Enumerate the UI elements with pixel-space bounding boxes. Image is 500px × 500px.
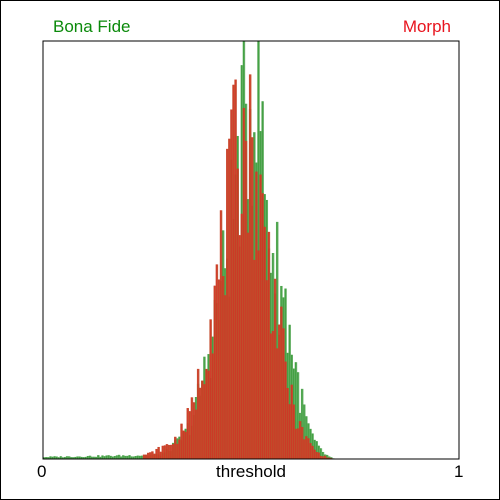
legend-bona-fide: Bona Fide <box>53 17 131 36</box>
legend-morph: Morph <box>402 17 451 36</box>
plot-area-border <box>42 40 460 460</box>
x-tick-max: 1 <box>454 462 464 481</box>
x-tick-min: 0 <box>37 462 47 481</box>
x-axis-label: threshold <box>216 462 286 481</box>
series-morph <box>142 74 335 460</box>
